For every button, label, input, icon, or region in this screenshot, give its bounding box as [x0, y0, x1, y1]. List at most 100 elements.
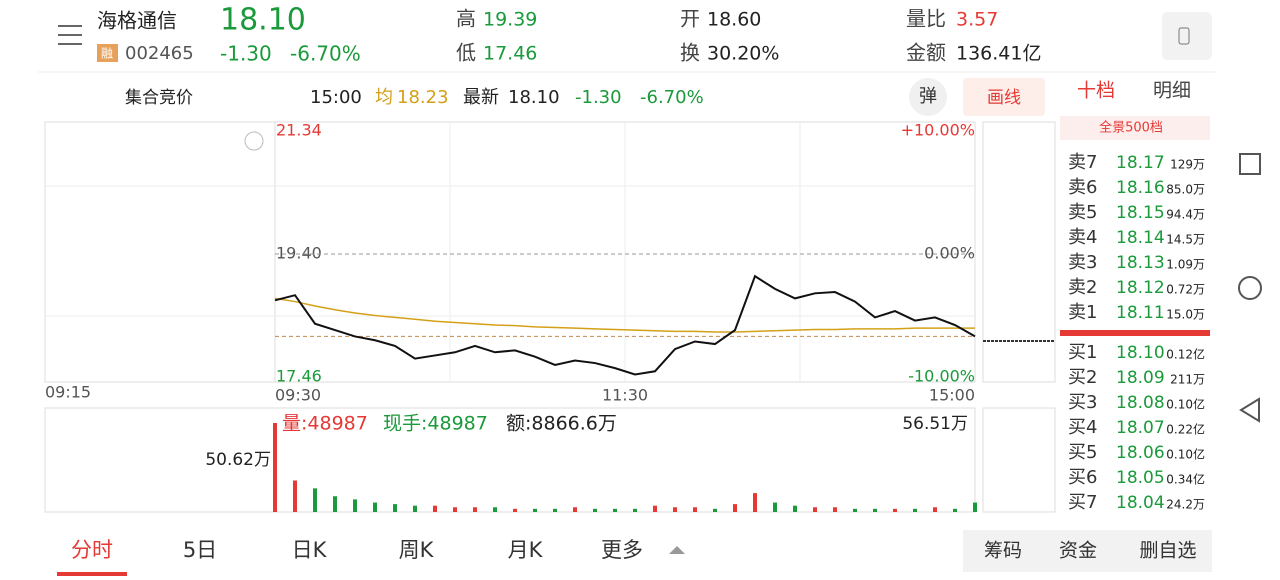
bottom-tab[interactable]: 日K	[292, 538, 328, 562]
buy-price: 18.06	[1116, 443, 1165, 463]
bottom-tab[interactable]: 分时	[71, 538, 113, 562]
buy-volume: 0.10亿	[1166, 447, 1205, 462]
volume-bar	[553, 508, 557, 512]
menu-icon[interactable]	[58, 25, 82, 45]
volume-bar	[853, 508, 857, 512]
volume-bar	[653, 505, 657, 512]
volume-bar	[713, 508, 717, 512]
price-line	[274, 274, 976, 376]
volume-bar	[473, 507, 477, 512]
buy-price: 18.04	[1116, 493, 1165, 513]
volume-bar	[573, 507, 577, 512]
nav-back[interactable]	[1239, 397, 1260, 423]
x-tick-label: 09:15	[45, 383, 91, 402]
volume-bar	[493, 507, 497, 512]
sell-level: 卖4	[1068, 227, 1097, 248]
x-tick-label: 15:00	[929, 386, 975, 405]
stock-price: 18.10	[220, 3, 306, 38]
auction-label: 集合竞价	[125, 88, 193, 108]
volume-bar	[733, 504, 737, 512]
draw-text[interactable]: 画线	[987, 88, 1021, 108]
sell-volume: 129万	[1170, 158, 1205, 172]
bottom-tab[interactable]: 更多	[601, 538, 643, 562]
nav-recent[interactable]	[1239, 153, 1261, 175]
help-icon[interactable]	[244, 131, 264, 151]
volume-bar	[393, 504, 397, 512]
bottom-tab[interactable]: 周K	[399, 538, 435, 562]
panorama-text[interactable]: 全景500档	[1099, 120, 1163, 136]
y2-tick-label: 0.00%	[924, 244, 975, 263]
action-button[interactable]: 资金	[1059, 540, 1097, 562]
amount-value: 136.41亿	[956, 43, 1041, 65]
last-value: 18.10	[508, 87, 560, 108]
y-tick-label: 21.34	[276, 121, 322, 140]
grid	[45, 122, 975, 382]
buy-level: 买6	[1068, 467, 1097, 488]
avg-value: 18.23	[397, 87, 449, 108]
action-button[interactable]: 删自选	[1139, 540, 1196, 562]
more-arrow[interactable]	[669, 546, 685, 554]
amount-label: 金额	[906, 41, 946, 65]
nav-home[interactable]	[1238, 276, 1262, 300]
sell-price: 18.14	[1116, 228, 1165, 248]
sell-volume: 1.09万	[1166, 258, 1205, 272]
pre-volume: 50.62万	[205, 450, 271, 470]
buy-price: 18.07	[1116, 418, 1165, 438]
open-label: 开	[680, 7, 700, 31]
sell-price: 18.16	[1116, 178, 1165, 198]
buy-level: 买2	[1068, 367, 1097, 388]
change: -1.30	[220, 42, 272, 66]
x-tick-label: 09:30	[275, 386, 321, 405]
tag-text: 融	[101, 47, 113, 61]
sell-price: 18.17	[1116, 153, 1165, 173]
sell-level: 卖1	[1068, 302, 1097, 323]
after-frame	[982, 121, 1056, 383]
volume-bar	[893, 508, 897, 512]
action-button[interactable]: 筹码	[984, 540, 1022, 562]
panorama-bar[interactable]	[1060, 116, 1210, 140]
bottom-tab[interactable]: 5日	[183, 538, 217, 562]
volume-bar	[813, 507, 817, 512]
tab-detail[interactable]: 明细	[1153, 80, 1191, 102]
volume-bar	[873, 508, 877, 512]
volume-bar	[773, 502, 777, 512]
volume-bar	[633, 508, 637, 512]
y-tick-label: 19.40	[276, 244, 322, 263]
stock-name: 海格通信	[97, 9, 177, 33]
after-volume-frame	[982, 407, 1056, 513]
bar-change: -1.30	[575, 87, 622, 108]
sell-volume: 85.0万	[1166, 183, 1205, 197]
volume-bar	[913, 508, 917, 512]
stock-code: 002465	[125, 43, 194, 64]
chart-frame	[44, 121, 976, 383]
volume-bar	[513, 508, 517, 512]
sell-volume: 0.72万	[1166, 283, 1205, 297]
buy-price: 18.05	[1116, 468, 1165, 488]
device-icon	[1178, 27, 1190, 45]
amount-label: 额:8866.6万	[506, 413, 617, 435]
open-value: 18.60	[707, 9, 761, 31]
book-divider	[1060, 330, 1210, 336]
bottom-tab[interactable]: 月K	[508, 538, 544, 562]
tab-ten[interactable]: 十档	[1077, 80, 1115, 102]
volume-bar	[693, 507, 697, 512]
sell-volume: 94.4万	[1166, 208, 1205, 222]
volume-bar	[953, 508, 957, 512]
sell-volume: 14.5万	[1166, 233, 1205, 247]
buy-volume: 0.34亿	[1166, 472, 1205, 487]
buy-volume: 0.12亿	[1166, 347, 1205, 362]
draw-button[interactable]	[963, 78, 1045, 116]
volume-bar	[433, 505, 437, 512]
sell-level: 卖3	[1068, 252, 1097, 273]
buy-level: 买3	[1068, 392, 1097, 413]
buy-level: 买5	[1068, 442, 1097, 463]
turnover-value: 30.20%	[707, 43, 779, 65]
sell-level: 卖7	[1068, 152, 1097, 173]
device-button[interactable]	[1162, 12, 1212, 60]
volume-bar	[413, 505, 417, 512]
buy-price: 18.08	[1116, 393, 1165, 413]
pop-button[interactable]	[909, 78, 947, 116]
volume-bar	[533, 508, 537, 512]
pop-text[interactable]: 弹	[919, 86, 937, 107]
